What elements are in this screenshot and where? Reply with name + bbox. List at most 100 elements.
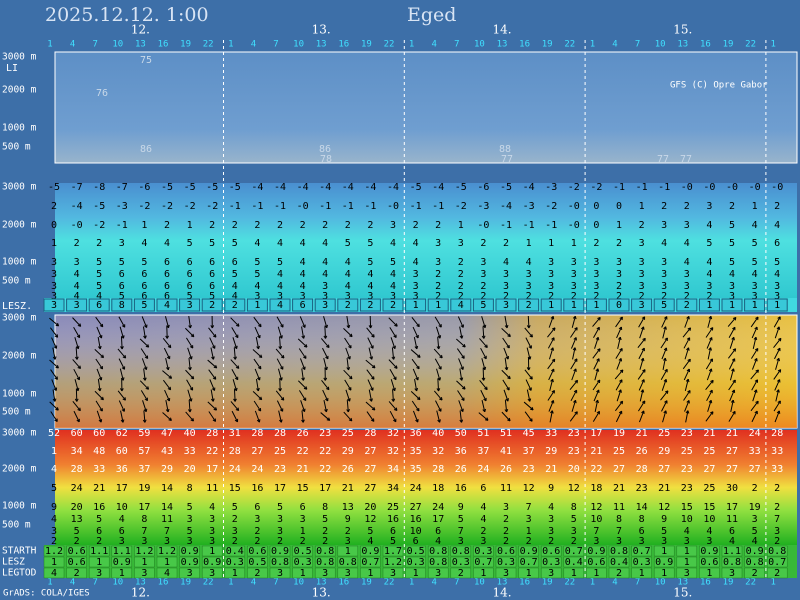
humidity-value: 1	[51, 446, 57, 457]
wind-arrow	[141, 316, 148, 328]
temperature-value: -2	[161, 201, 173, 212]
wind-arrow-head	[776, 379, 781, 383]
bottom-value: 1.1	[113, 546, 131, 557]
wind-arrow-head	[391, 398, 396, 402]
wind-arrow-head	[349, 333, 353, 338]
wind-arrow-head	[507, 375, 511, 380]
wind-arrow	[255, 378, 259, 392]
wind-arrow	[480, 389, 487, 402]
wind-arrow	[478, 412, 489, 421]
wind-arrow	[343, 369, 353, 380]
humidity-value: 4	[51, 514, 57, 525]
wind-arrow-head	[438, 408, 442, 412]
wind-arrow-head	[368, 325, 373, 329]
wind-arrow-head	[415, 334, 419, 339]
temperature-value: 2	[458, 269, 464, 280]
temperature-value: 5	[232, 269, 238, 280]
temperature-value: 4	[345, 269, 351, 280]
humidity-value: 50	[455, 428, 467, 439]
wind-arrow	[117, 390, 126, 401]
wind-arrow	[527, 315, 530, 329]
wind-arrow-head	[641, 400, 646, 404]
humidity-value: 2	[503, 526, 509, 537]
wind-arrow-head	[371, 364, 376, 369]
temperature-value: 4	[277, 281, 283, 292]
wind-arrow	[390, 379, 396, 391]
wind-arrow-head	[414, 345, 419, 350]
bottom-cell	[292, 545, 313, 557]
humidity-value: 31	[229, 428, 241, 439]
wind-arrow	[413, 337, 418, 349]
humidity-value: 34	[387, 464, 399, 475]
lesz-value: 2	[367, 300, 373, 311]
wind-arrow-head	[212, 345, 216, 349]
wind-arrow-head	[550, 410, 554, 414]
temperature-value: 6	[209, 257, 215, 268]
temperature-value: 2	[96, 238, 102, 249]
temperature-value: -4	[297, 182, 309, 193]
wind-arrow-head	[279, 408, 284, 412]
humidity-value: 29	[658, 446, 670, 457]
bottom-value: 0.8	[723, 557, 741, 568]
humidity-value: 6	[254, 502, 260, 513]
wind-arrow-head	[188, 324, 192, 329]
temperature-value: -2	[568, 182, 580, 193]
wind-arrow	[571, 400, 577, 412]
wind-arrow	[210, 389, 214, 402]
humidity-value: 24	[71, 483, 83, 494]
temperature-value: 3	[413, 269, 419, 280]
wind-arrow-head	[754, 379, 759, 383]
hour-label: 13	[316, 578, 327, 588]
humidity-value: 5	[74, 526, 80, 537]
bottom-cell	[766, 545, 788, 557]
wind-arrow	[389, 369, 397, 380]
humidity-value: 12	[568, 483, 580, 494]
temperature-value: 4	[367, 269, 373, 280]
wind-arrow-head	[324, 324, 328, 329]
humidity-value: 3	[684, 536, 690, 547]
temperature-value: -5	[93, 201, 105, 212]
temperature-value: 2	[616, 291, 622, 302]
wind-arrow	[501, 328, 511, 337]
wind-arrow-head	[212, 418, 217, 422]
wind-arrow	[727, 348, 737, 359]
wind-arrow-head	[302, 366, 306, 370]
credit: GFS (C) Opre Gabor	[670, 81, 768, 91]
bottom-value: 3	[141, 568, 147, 579]
wind-arrow-head	[391, 356, 396, 360]
wind-arrow-head	[529, 418, 533, 422]
bottom-value: 1	[96, 557, 102, 568]
wind-arrow-head	[213, 407, 218, 411]
wind-arrow	[163, 347, 171, 360]
hour-label: 16	[338, 578, 349, 588]
humidity-value: 7	[164, 526, 170, 537]
wind-arrow-head	[416, 323, 420, 328]
wind-arrow	[390, 337, 396, 349]
bottom-value: 3	[322, 568, 328, 579]
humidity-value: 1	[526, 526, 532, 537]
temperature-value: 5	[345, 238, 351, 249]
height-label: 3000 m	[2, 52, 37, 63]
hour-label: 22	[745, 578, 756, 588]
wind-arrow-head	[619, 400, 624, 405]
humidity-value: 17	[432, 514, 444, 525]
wind-arrow	[616, 389, 622, 402]
bottom-value: 0.5	[248, 557, 266, 568]
lesz-value: 3	[187, 300, 193, 311]
wind-arrow	[524, 327, 533, 338]
wind-arrow	[51, 337, 57, 349]
wind-arrow-head	[188, 398, 193, 402]
bottom-value: 0.3	[542, 557, 560, 568]
wind-arrow-head	[754, 410, 758, 415]
hour-label: 7	[454, 578, 459, 588]
temperature-value: 2	[571, 291, 577, 302]
temperature-value: 4	[413, 238, 419, 249]
bottom-value: 1	[141, 557, 147, 568]
wind-arrow-head	[416, 396, 421, 401]
lesz-value: 3	[503, 300, 509, 311]
wind-arrow-head	[574, 379, 579, 384]
temperature-value: -5	[161, 182, 173, 193]
wind-arrow	[662, 410, 667, 423]
wind-arrow	[637, 337, 646, 349]
